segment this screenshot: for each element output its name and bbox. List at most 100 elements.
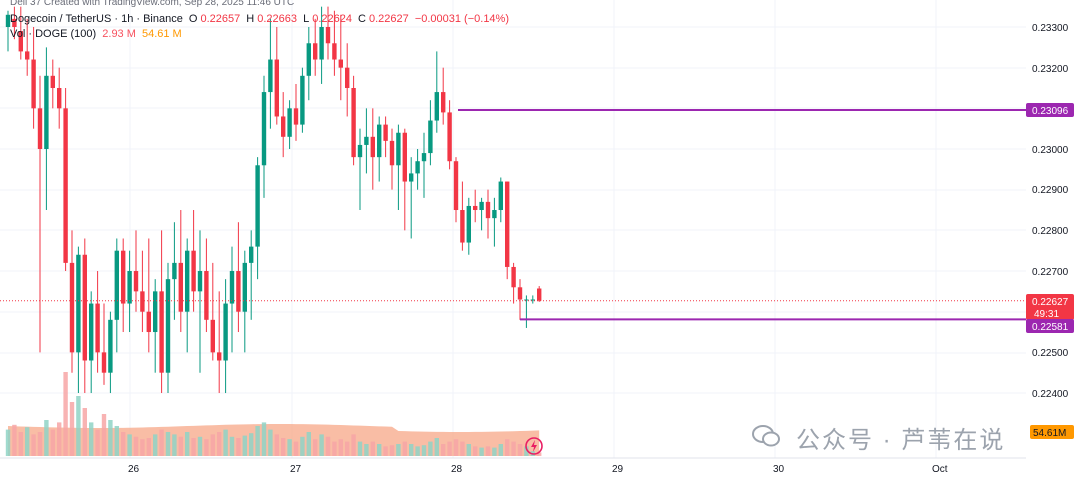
volume-bar (268, 429, 273, 456)
volume-bar (377, 444, 382, 456)
candle-body (357, 144, 363, 158)
candle (473, 189, 478, 223)
candle (127, 250, 132, 333)
candle (402, 128, 407, 231)
volume-bar (255, 426, 260, 456)
volume-bar (223, 429, 228, 456)
symbol-title[interactable]: Dogecoin / TetherUS · 1h · Binance (10, 13, 183, 25)
candle-body (473, 205, 478, 211)
candle-body (351, 88, 356, 158)
price-axis[interactable]: 0.23300 0.23200 0.23000 0.22900 0.22800 … (1026, 23, 1074, 439)
close-value: 0.22627 (368, 13, 409, 25)
time-label: Oct (932, 464, 948, 475)
candle (479, 197, 484, 231)
candle (524, 295, 529, 328)
candle-body (229, 271, 235, 304)
candle-body (511, 266, 516, 288)
candle-body (12, 18, 17, 27)
candle-body (63, 108, 68, 263)
candle (306, 27, 311, 101)
candle (415, 149, 420, 190)
low-label: L (303, 13, 310, 25)
time-label: 27 (290, 464, 302, 475)
candle-body (185, 250, 190, 312)
resistance-price-text: 0.23096 (1032, 106, 1069, 117)
volume-bar (415, 446, 420, 456)
volume-bar (185, 432, 190, 456)
volume-bar (76, 396, 81, 456)
candle-body (5, 14, 11, 27)
price-label: 0.22900 (1032, 185, 1069, 196)
volume-bar (146, 438, 151, 456)
volume-bar (37, 432, 43, 456)
change-value: −0.00031 (−0.14%) (414, 13, 509, 25)
candle-body (505, 181, 510, 267)
volume-label[interactable]: Vol · DOGE (100) (10, 28, 97, 40)
candle-body (274, 59, 279, 117)
candle (530, 295, 535, 304)
volume-bar (57, 422, 62, 456)
volume-legend[interactable]: Vol · DOGE (100) 2.93 M 54.61 M (10, 28, 185, 40)
volume-bar (172, 434, 177, 456)
candle-body (76, 254, 81, 353)
candle (25, 18, 30, 76)
volume-bar (217, 432, 222, 456)
candle (89, 291, 94, 394)
volume-bar (249, 433, 254, 456)
volume-bar (287, 439, 292, 456)
candle (146, 238, 151, 353)
volume-bar (229, 436, 235, 456)
candle (498, 177, 503, 223)
volume-bar (242, 435, 247, 456)
price-label: 0.23300 (1032, 23, 1069, 34)
current-price-tag (1026, 294, 1074, 320)
volume-bar (479, 447, 484, 456)
candle-body (255, 165, 260, 247)
candle-body (268, 59, 273, 93)
candle-body (159, 291, 164, 373)
candle (217, 291, 222, 394)
volume-bar (197, 436, 203, 456)
candle (460, 181, 465, 251)
volume-bar (402, 441, 407, 456)
support-price-text: 0.22581 (1032, 322, 1069, 333)
volume-bar (95, 429, 100, 456)
volume-bar (50, 429, 55, 456)
tradingview-lightning-icon[interactable] (525, 437, 543, 455)
candle-body (441, 92, 446, 113)
ohlc-legend[interactable]: Dogecoin / TetherUS · 1h · Binance O 0.22… (10, 13, 512, 25)
candle (172, 222, 177, 320)
volume-bar (236, 438, 241, 456)
volume-bar (537, 452, 542, 456)
candle (223, 279, 228, 394)
volume-bar (447, 441, 452, 456)
volume-ma-value: 54.61 M (141, 28, 182, 40)
candle (57, 67, 62, 129)
time-label: 30 (773, 464, 785, 475)
candle-body (447, 112, 452, 162)
volume-bar (293, 441, 299, 456)
candle (236, 222, 241, 333)
candle-body (370, 136, 375, 158)
volume-bar (473, 446, 478, 456)
volume-ma-area (8, 424, 540, 456)
volume-bar (18, 432, 23, 456)
candle-body (434, 92, 439, 121)
candle-body (89, 303, 94, 361)
horizontal-levels[interactable] (0, 108, 1026, 321)
time-axis[interactable]: 26 27 28 29 30 Oct (0, 457, 1026, 475)
candle-body (364, 136, 369, 145)
candle (274, 27, 279, 125)
candle (511, 262, 516, 304)
candle-body (108, 319, 113, 373)
candle-body (479, 201, 484, 211)
volume-value: 2.93 M (102, 28, 136, 40)
candle (492, 197, 497, 247)
volume-bar (351, 434, 356, 456)
candle-body (345, 67, 350, 89)
volume-bar (421, 445, 427, 456)
volume-bar (332, 441, 337, 456)
candle-body (517, 287, 523, 300)
candle-body (191, 250, 196, 292)
